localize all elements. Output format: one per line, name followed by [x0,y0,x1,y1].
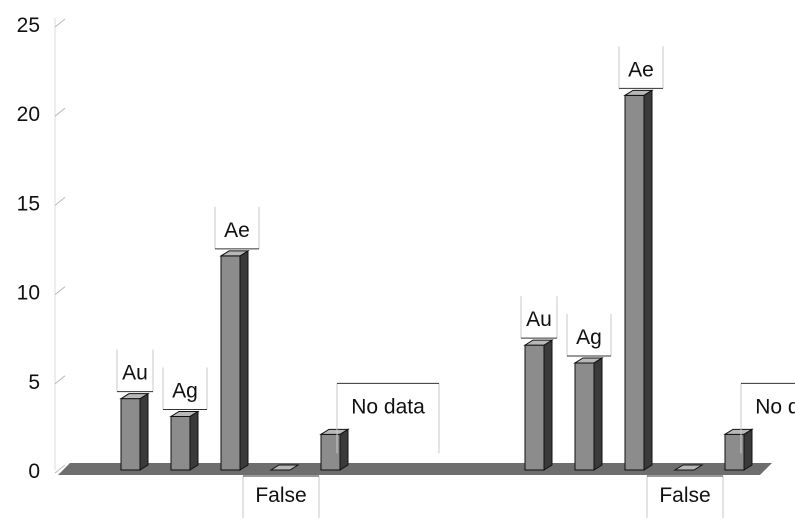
bar-side [744,429,752,470]
y-tick-label: 15 [17,192,40,215]
data-label: Ae [224,219,250,242]
data-label: No data [755,395,795,418]
chart-floor-plane [58,463,772,475]
bars [121,90,752,470]
y-tick-mark [55,108,65,116]
bar-side [594,358,602,470]
bar [221,256,240,470]
data-label: Ag [172,379,198,402]
bar [575,363,594,470]
bar-side [340,429,348,470]
data-label: False [659,484,710,507]
bar-side [544,340,552,470]
data-label: Au [122,362,148,385]
y-tick-mark [55,197,65,205]
data-label: Ag [576,326,602,349]
bar-side [644,90,652,470]
data-label: False [255,484,306,507]
bar [171,416,190,470]
bar [625,95,644,470]
data-label: Ae [628,58,654,81]
bar-side [240,251,248,470]
y-tick-label: 10 [17,282,40,305]
bar [121,399,140,470]
y-axis: 0 5 10 15 20 25 [17,14,65,483]
y-tick-mark [55,376,65,384]
chart-floor [58,463,772,475]
y-tick-mark [55,287,65,295]
y-tick-label: 5 [28,371,40,394]
data-label: Au [526,308,552,331]
bar-side [190,411,198,470]
y-tick-label: 20 [17,103,40,126]
bar-side [140,394,148,470]
data-labels: Au Ag Ae False No data Au Ag Ae False No data [117,46,795,518]
data-label: No data [351,395,425,418]
y-tick-label: 0 [28,460,40,483]
y-tick-label: 25 [17,14,40,37]
y-tick-mark [55,19,65,27]
bar [525,345,544,470]
